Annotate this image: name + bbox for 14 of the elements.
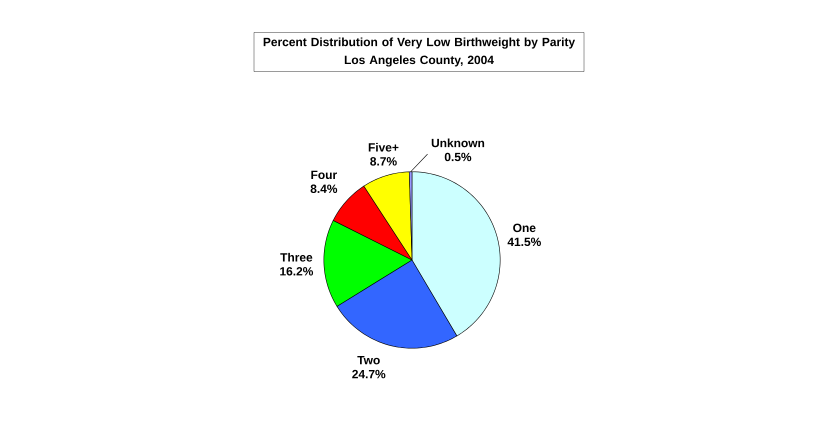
data-label: 24.7% [352, 370, 386, 378]
slice-label: One [513, 224, 536, 232]
slice-label: Five+ [368, 142, 398, 152]
chart-title: Percent Distribution of Very Low Birthweight by Parity [264, 37, 576, 49]
data-label: 0.5% [444, 152, 472, 162]
chart-subtitle: Los Angeles County, 2004 [344, 55, 494, 67]
data-label: 8.4% [310, 184, 338, 193]
slice-label: Three [280, 252, 312, 262]
data-label: 16.2% [280, 267, 314, 276]
slice-label: Unknown [432, 138, 484, 148]
slice-label: Four [311, 170, 337, 180]
data-label: 8.7% [370, 157, 397, 166]
slice-label: Two [357, 356, 380, 364]
data-label: 41.5% [508, 238, 541, 246]
